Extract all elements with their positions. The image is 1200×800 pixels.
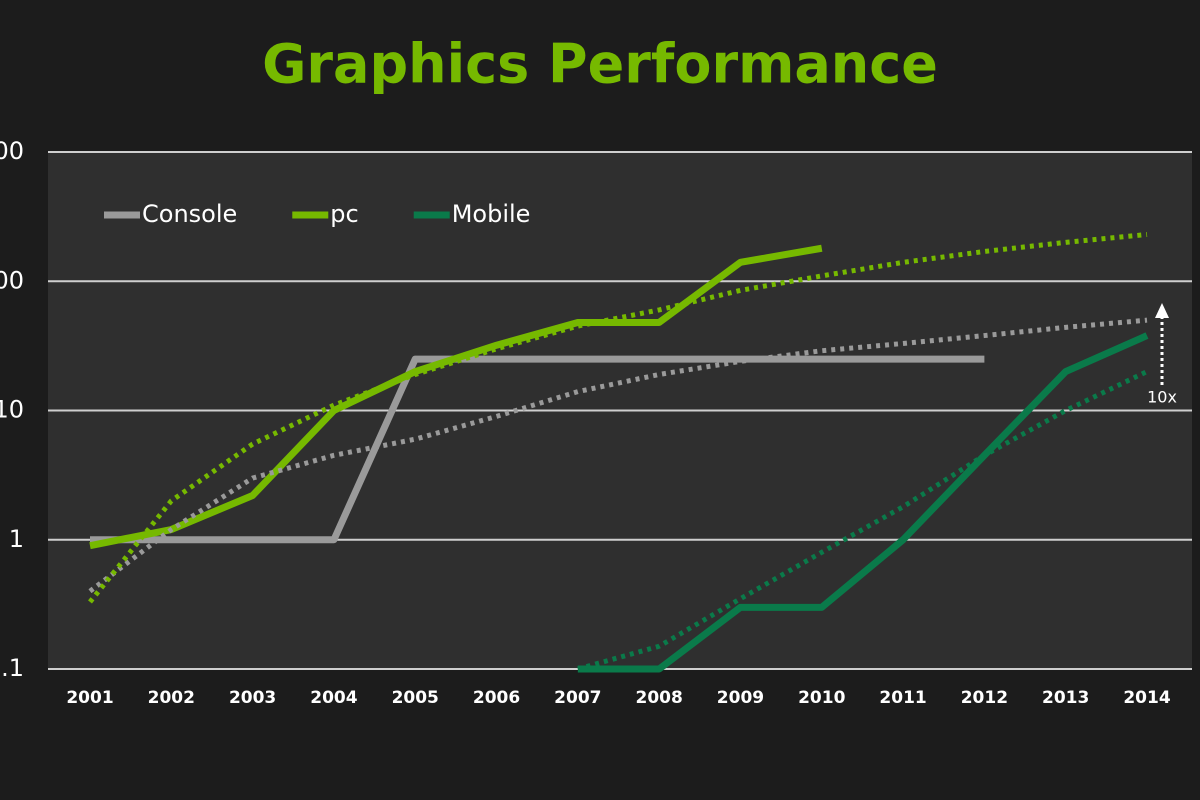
x-tick-label: 2010	[798, 688, 845, 708]
x-tick-label: 2008	[635, 688, 682, 708]
x-tick-label: 2003	[229, 688, 276, 708]
series-line	[89, 244, 823, 550]
x-tick-label: 2005	[392, 688, 439, 708]
series-line	[577, 332, 1149, 673]
y-tick-label: 0.1	[0, 654, 24, 682]
y-tick-label: 10	[0, 396, 24, 424]
annotation-arrowhead	[1155, 303, 1169, 318]
trend-line	[88, 317, 1148, 594]
trend-line	[577, 369, 1149, 672]
legend-label: pc	[330, 200, 358, 228]
series-line	[90, 355, 985, 544]
x-tick-label: 2013	[1042, 688, 1089, 708]
x-tick-label: 2002	[148, 688, 195, 708]
x-tick-label: 2001	[66, 688, 113, 708]
chart-title: Graphics Performance	[262, 33, 938, 96]
x-tick-label: 2006	[473, 688, 520, 708]
trend-line	[88, 232, 1148, 604]
legend-label: Console	[142, 200, 237, 228]
x-tick-label: 2009	[717, 688, 764, 708]
legend-label: Mobile	[452, 200, 531, 228]
y-tick-label: 1	[9, 525, 24, 553]
x-tick-label: 2011	[879, 688, 926, 708]
y-tick-label: 100	[0, 266, 24, 294]
x-tick-label: 2004	[310, 688, 357, 708]
x-tick-label: 2012	[961, 688, 1008, 708]
x-tick-label: 2014	[1123, 688, 1170, 708]
x-tick-label: 2007	[554, 688, 601, 708]
annotation: 10x	[1147, 388, 1177, 407]
